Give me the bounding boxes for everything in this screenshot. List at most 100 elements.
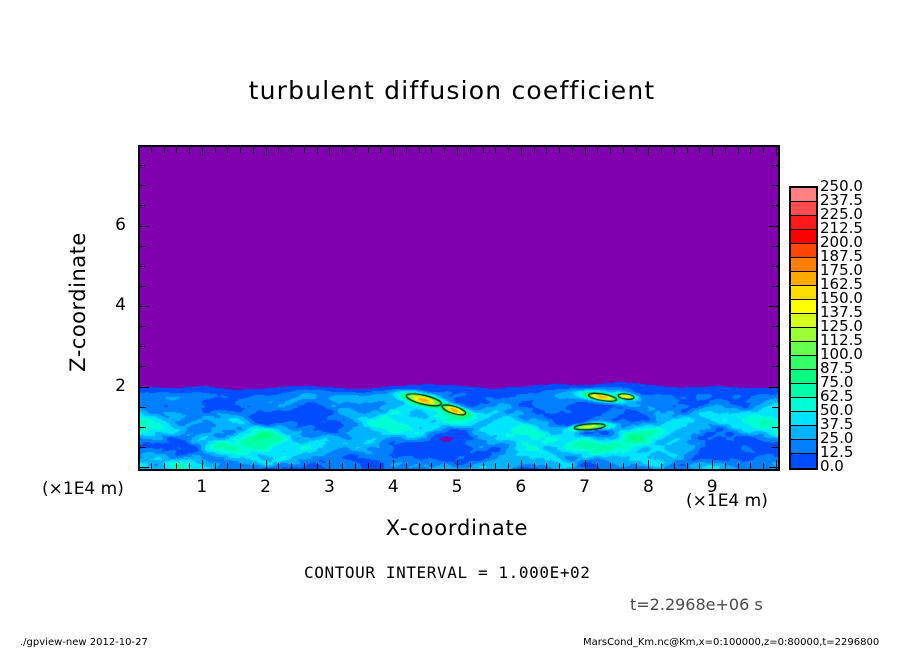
- y-minor-tick: [772, 266, 778, 267]
- x-major-tick: [393, 460, 394, 469]
- x-tick-label: 2: [260, 477, 271, 497]
- colorbar-band: [791, 440, 816, 454]
- colorbar-tick-label: 50.0: [820, 401, 854, 419]
- x-minor-tick: [546, 463, 547, 469]
- x-minor-tick: [661, 147, 662, 153]
- x-minor-tick: [342, 463, 343, 469]
- y-axis-label: Z-coordinate: [66, 232, 90, 372]
- colorbar-band: [791, 216, 816, 230]
- x-minor-tick: [470, 147, 471, 153]
- x-minor-tick: [687, 147, 688, 153]
- colorbar-band: [791, 342, 816, 356]
- x-minor-tick: [572, 147, 573, 153]
- y-minor-tick: [772, 447, 778, 448]
- y-major-tick: [769, 306, 778, 307]
- x-minor-tick: [278, 463, 279, 469]
- colorbar-tick-label: 25.0: [820, 429, 854, 447]
- colorbar-band: [791, 370, 816, 384]
- colorbar-band: [791, 412, 816, 426]
- colorbar-tick-label: 212.5: [820, 219, 863, 237]
- plot-area: [138, 145, 780, 471]
- x-minor-tick: [687, 463, 688, 469]
- y-minor-tick: [772, 185, 778, 186]
- x-minor-tick: [546, 147, 547, 153]
- y-minor-tick: [140, 346, 146, 347]
- x-minor-tick: [750, 147, 751, 153]
- colorbar-band: [791, 244, 816, 258]
- colorbar-tick-label: 200.0: [820, 233, 863, 251]
- y-minor-tick: [772, 326, 778, 327]
- footer-command-text: ./gpview-new 2012-10-27: [20, 637, 148, 648]
- y-minor-tick: [140, 407, 146, 408]
- x-minor-tick: [636, 463, 637, 469]
- x-minor-tick: [240, 147, 241, 153]
- y-minor-tick: [772, 286, 778, 287]
- y-minor-tick: [140, 366, 146, 367]
- x-tick-label: 8: [642, 477, 654, 497]
- x-major-tick: [521, 460, 522, 469]
- x-minor-tick: [470, 463, 471, 469]
- x-minor-tick: [189, 463, 190, 469]
- x-minor-tick: [674, 147, 675, 153]
- x-minor-tick: [291, 463, 292, 469]
- x-major-tick: [202, 460, 203, 469]
- colorbar-tick-label: 100.0: [820, 345, 863, 363]
- colorbar: [789, 186, 818, 470]
- y-tick-label: 6: [115, 214, 126, 235]
- y-minor-tick: [772, 427, 778, 428]
- x-tick-label: 3: [323, 477, 335, 497]
- time-stamp-text: t=2.2968e+06 s: [630, 595, 763, 614]
- colorbar-band: [791, 454, 816, 468]
- x-major-tick: [202, 147, 203, 156]
- x-minor-tick: [559, 147, 560, 153]
- y-minor-tick: [140, 165, 146, 166]
- y-minor-tick: [772, 366, 778, 367]
- contour-interval-text: CONTOUR INTERVAL = 1.000E+02: [304, 563, 591, 582]
- y-major-tick: [140, 306, 149, 307]
- x-minor-tick: [699, 147, 700, 153]
- x-minor-tick: [725, 463, 726, 469]
- y-minor-tick: [772, 246, 778, 247]
- x-minor-tick: [750, 463, 751, 469]
- colorbar-band: [791, 426, 816, 440]
- colorbar-tick-label: 162.5: [820, 275, 863, 293]
- x-minor-tick: [763, 463, 764, 469]
- colorbar-band: [791, 356, 816, 370]
- x-major-tick: [266, 147, 267, 156]
- colorbar-tick-label: 0.0: [820, 457, 844, 475]
- colorbar-band: [791, 328, 816, 342]
- x-tick-label: 7: [579, 477, 590, 497]
- y-minor-tick: [772, 407, 778, 408]
- x-major-tick: [776, 460, 777, 469]
- colorbar-tick-label: 112.5: [820, 331, 863, 349]
- x-axis-unit-right: (×1E4 m): [686, 491, 768, 511]
- x-minor-tick: [164, 463, 165, 469]
- y-tick-label: 4: [115, 295, 126, 315]
- colorbar-band: [791, 286, 816, 300]
- x-minor-tick: [623, 463, 624, 469]
- y-major-tick: [769, 226, 778, 227]
- page-title: turbulent diffusion coefficient: [248, 76, 656, 105]
- colorbar-band: [791, 398, 816, 412]
- x-minor-tick: [444, 463, 445, 469]
- y-minor-tick: [140, 185, 146, 186]
- x-minor-tick: [495, 147, 496, 153]
- x-minor-tick: [559, 463, 560, 469]
- x-minor-tick: [380, 463, 381, 469]
- y-minor-tick: [772, 205, 778, 206]
- x-minor-tick: [176, 463, 177, 469]
- y-minor-tick: [140, 205, 146, 206]
- x-minor-tick: [164, 147, 165, 153]
- x-minor-tick: [291, 147, 292, 153]
- y-minor-tick: [140, 427, 146, 428]
- x-tick-label: 4: [387, 477, 399, 497]
- colorbar-tick-label: 37.5: [820, 415, 854, 433]
- colorbar-tick-label: 87.5: [820, 359, 854, 377]
- x-major-tick: [521, 147, 522, 156]
- x-minor-tick: [406, 147, 407, 153]
- x-minor-tick: [176, 147, 177, 153]
- x-minor-tick: [240, 463, 241, 469]
- x-minor-tick: [151, 147, 152, 153]
- x-minor-tick: [227, 463, 228, 469]
- x-tick-label: 5: [451, 477, 463, 497]
